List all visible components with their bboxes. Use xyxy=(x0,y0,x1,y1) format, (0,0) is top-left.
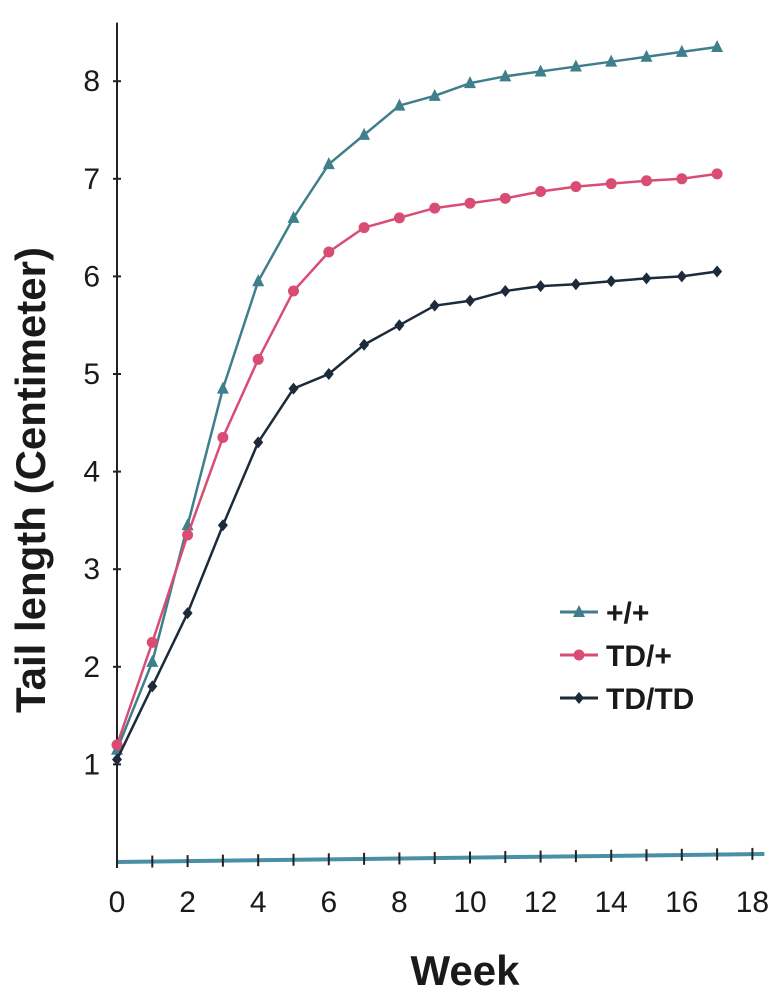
x-axis-line xyxy=(116,852,765,864)
data-point xyxy=(712,265,723,278)
series-line xyxy=(115,172,718,746)
legend-item-2: TD/+ xyxy=(560,640,672,673)
data-point xyxy=(147,680,158,693)
data-point xyxy=(534,64,547,77)
legend-item-1: +/+ xyxy=(560,597,649,630)
data-point xyxy=(323,368,334,380)
data-point xyxy=(393,98,406,111)
series-line xyxy=(115,270,718,761)
data-point xyxy=(394,319,405,332)
data-point xyxy=(535,185,547,197)
data-point xyxy=(675,44,688,57)
data-point xyxy=(393,212,405,224)
data-point xyxy=(570,181,582,193)
data-point xyxy=(288,285,299,297)
x-tick-label: 10 xyxy=(453,886,486,919)
data-point xyxy=(429,299,440,312)
data-point xyxy=(500,285,511,298)
data-point xyxy=(323,246,335,258)
x-tick-label: 16 xyxy=(665,886,698,919)
legend-marker xyxy=(573,605,585,617)
data-point xyxy=(111,739,123,751)
data-point xyxy=(252,353,264,365)
x-tick-label: 12 xyxy=(524,886,557,919)
data-point xyxy=(287,210,300,223)
data-point xyxy=(464,197,476,209)
x-tick-label: 4 xyxy=(250,886,267,919)
y-tick-label: 1 xyxy=(83,748,100,781)
data-point xyxy=(499,192,511,204)
legend-label: +/+ xyxy=(606,597,649,630)
data-point xyxy=(570,278,581,291)
data-point xyxy=(429,202,441,214)
data-point xyxy=(711,40,724,53)
y-tick-label: 7 xyxy=(83,163,100,196)
data-point xyxy=(216,381,229,394)
data-point xyxy=(606,275,617,288)
data-point xyxy=(464,76,476,89)
data-point xyxy=(676,173,688,185)
legend-label: TD/+ xyxy=(606,640,672,673)
data-point xyxy=(605,54,618,67)
legend-item-3: TD/TD xyxy=(560,683,694,716)
legend: +/+ TD/+ TD/TD xyxy=(560,597,694,716)
y-tick-label: 2 xyxy=(83,651,100,684)
data-point xyxy=(288,382,299,395)
legend-marker xyxy=(573,649,585,661)
data-point xyxy=(112,753,122,766)
x-tick-label: 6 xyxy=(320,886,337,919)
series-1 xyxy=(111,40,724,755)
data-point xyxy=(252,274,265,287)
data-point xyxy=(640,49,653,62)
x-tick-label: 0 xyxy=(109,886,126,919)
data-point xyxy=(358,127,371,140)
data-point xyxy=(217,519,228,532)
x-tick-label: 2 xyxy=(179,886,196,919)
data-point xyxy=(322,157,335,170)
y-tick-label: 5 xyxy=(83,358,100,391)
data-point xyxy=(499,69,512,82)
data-point xyxy=(146,654,159,667)
y-tick-label: 4 xyxy=(83,456,100,489)
data-point xyxy=(535,280,546,293)
y-tick-label: 3 xyxy=(83,553,100,586)
series-2 xyxy=(111,168,723,751)
data-point xyxy=(182,529,194,541)
data-point xyxy=(676,270,687,283)
data-point xyxy=(358,222,370,234)
data-point xyxy=(217,431,229,443)
data-point xyxy=(428,88,441,101)
data-point xyxy=(641,175,652,187)
series-3 xyxy=(112,265,723,766)
series-layer xyxy=(111,40,724,766)
data-point xyxy=(605,178,617,190)
data-point xyxy=(146,636,158,648)
data-point xyxy=(711,168,723,180)
x-tick-label: 8 xyxy=(391,886,408,919)
y-tick-label: 8 xyxy=(83,65,100,98)
data-point xyxy=(641,272,652,285)
x-axis-title: Week xyxy=(411,947,521,994)
legend-label: TD/TD xyxy=(606,683,694,716)
x-tick-label: 18 xyxy=(736,886,769,919)
y-axis-title: Tail length (Centimeter) xyxy=(7,247,54,713)
legend-marker xyxy=(574,692,584,704)
data-point xyxy=(569,59,582,72)
x-tick-label: 14 xyxy=(595,886,628,919)
data-point xyxy=(359,338,370,351)
data-point xyxy=(182,607,193,620)
data-point xyxy=(465,294,475,307)
series-line xyxy=(115,45,718,751)
data-point xyxy=(253,436,264,449)
y-tick-label: 6 xyxy=(83,260,100,293)
